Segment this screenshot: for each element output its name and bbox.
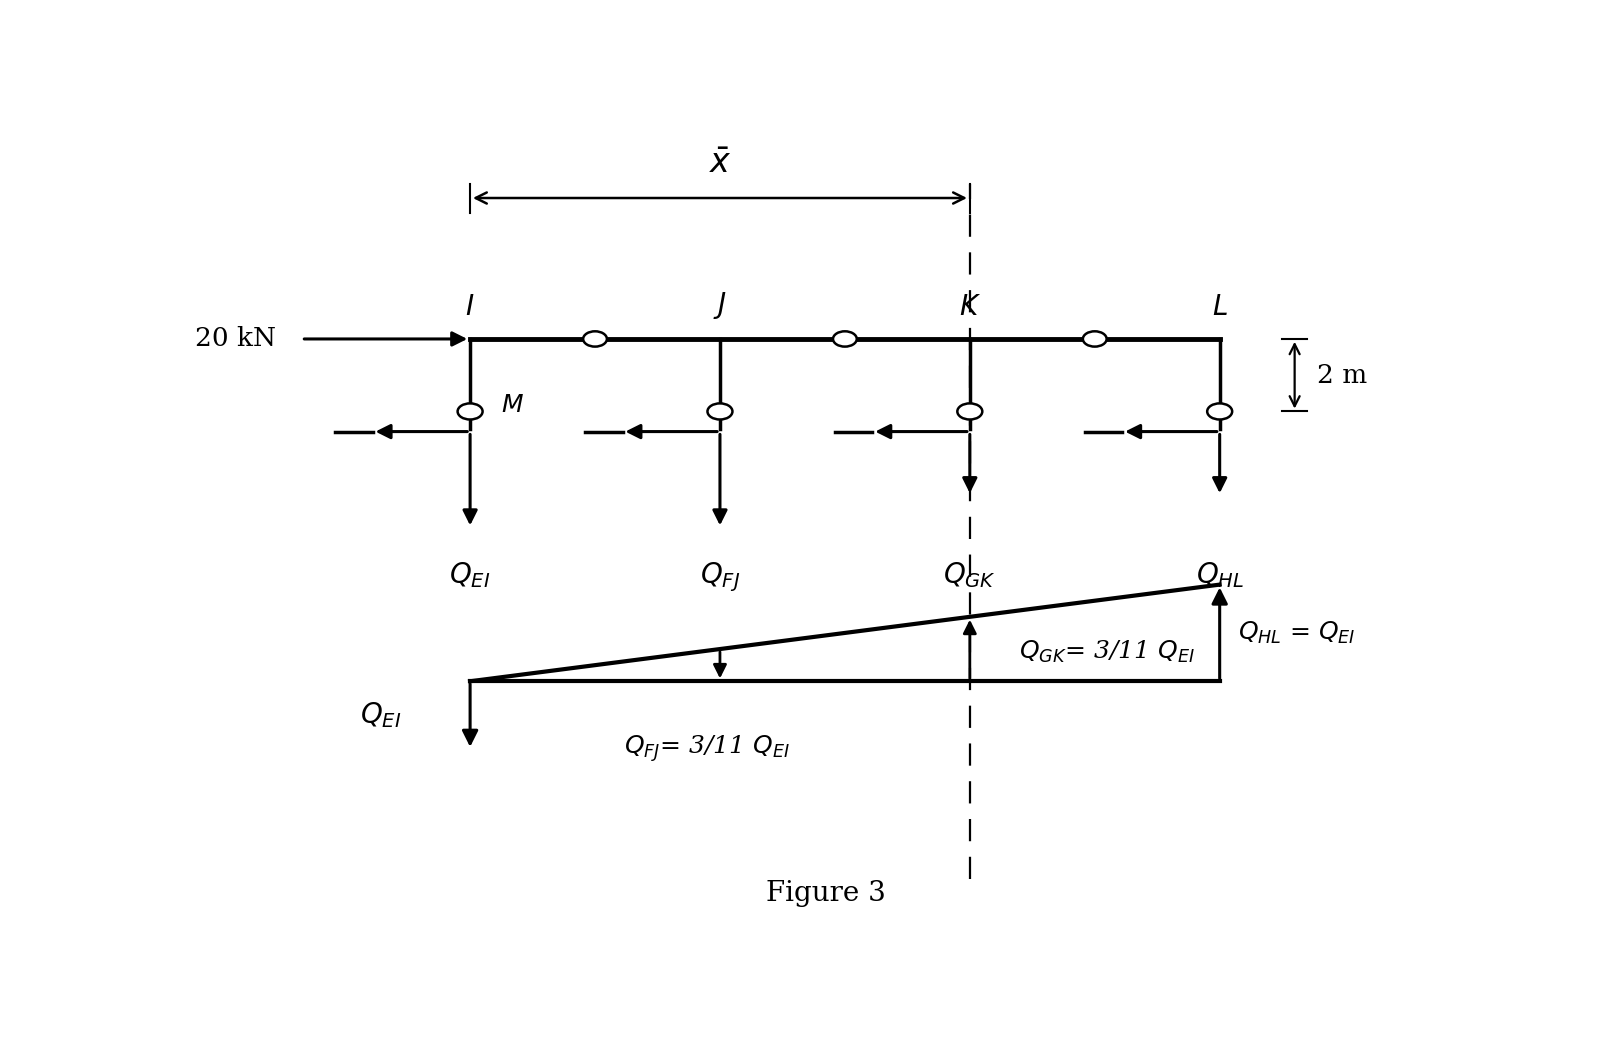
Text: $Q_{HL}$ = $Q_{EI}$: $Q_{HL}$ = $Q_{EI}$ [1238, 620, 1356, 646]
Circle shape [958, 404, 982, 419]
Text: $L$: $L$ [1212, 294, 1228, 321]
Text: $J$: $J$ [713, 290, 727, 321]
Circle shape [833, 332, 856, 346]
Text: $Q_{GK}$= 3/11 $Q_{EI}$: $Q_{GK}$= 3/11 $Q_{EI}$ [1019, 639, 1194, 665]
Text: $Q_{FJ}$= 3/11 $Q_{EI}$: $Q_{FJ}$= 3/11 $Q_{EI}$ [624, 733, 790, 765]
Text: 20 kN: 20 kN [195, 326, 277, 351]
Circle shape [1083, 332, 1106, 346]
Text: $I$: $I$ [466, 294, 476, 321]
Text: $\bar{x}$: $\bar{x}$ [709, 149, 732, 180]
Text: $Q_{EI}$: $Q_{EI}$ [450, 561, 490, 590]
Text: Figure 3: Figure 3 [766, 880, 887, 907]
Circle shape [708, 404, 732, 419]
Text: $K$: $K$ [959, 294, 980, 321]
Text: $Q_{HL}$: $Q_{HL}$ [1196, 561, 1244, 590]
Text: $Q_{FJ}$: $Q_{FJ}$ [700, 561, 740, 594]
Circle shape [584, 332, 606, 346]
Text: 2 m: 2 m [1317, 363, 1367, 388]
Circle shape [458, 404, 482, 419]
Text: $M$: $M$ [501, 393, 524, 416]
Text: $Q_{EI}$: $Q_{EI}$ [359, 701, 401, 730]
Text: $Q_{GK}$: $Q_{GK}$ [943, 561, 996, 590]
Circle shape [1207, 404, 1232, 419]
